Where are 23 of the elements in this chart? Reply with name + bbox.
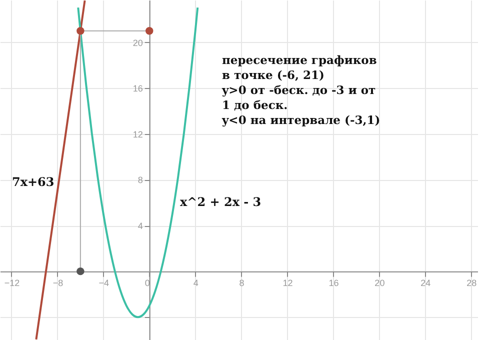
series-label: x^2 + 2x - 3 <box>180 195 262 209</box>
x-tick-label: −12 <box>4 278 20 288</box>
x-tick-label: 16 <box>328 278 339 288</box>
annotation: пересечение графиков <box>222 53 377 67</box>
annotation: 1 до беск. <box>222 98 288 112</box>
y-tick-label: 8 <box>138 175 143 186</box>
annotation: y<0 на интервале (-3,1) <box>221 113 380 127</box>
annotation: в точке (-6, 21) <box>222 68 325 82</box>
x-tick-label: −4 <box>98 278 110 288</box>
x-tick-label: 0 <box>144 278 150 288</box>
x-tick-label: 8 <box>239 278 244 288</box>
y-tick-label: 16 <box>132 84 143 94</box>
x-tick-label: 20 <box>374 278 385 288</box>
x-tick-label: 12 <box>282 278 293 288</box>
x-tick-label: 28 <box>466 278 477 288</box>
x-tick-label: −8 <box>52 278 64 288</box>
y-tick-label: 12 <box>132 129 143 140</box>
y-tick-label: 4 <box>138 221 143 232</box>
annotation: y>0 от -беск. до -3 и от <box>221 83 376 97</box>
series-label: 7x+63 <box>12 175 54 189</box>
y-tick-label: 20 <box>132 38 143 48</box>
x-tick-label: 4 <box>193 278 198 288</box>
x-tick-label: 24 <box>420 278 431 288</box>
